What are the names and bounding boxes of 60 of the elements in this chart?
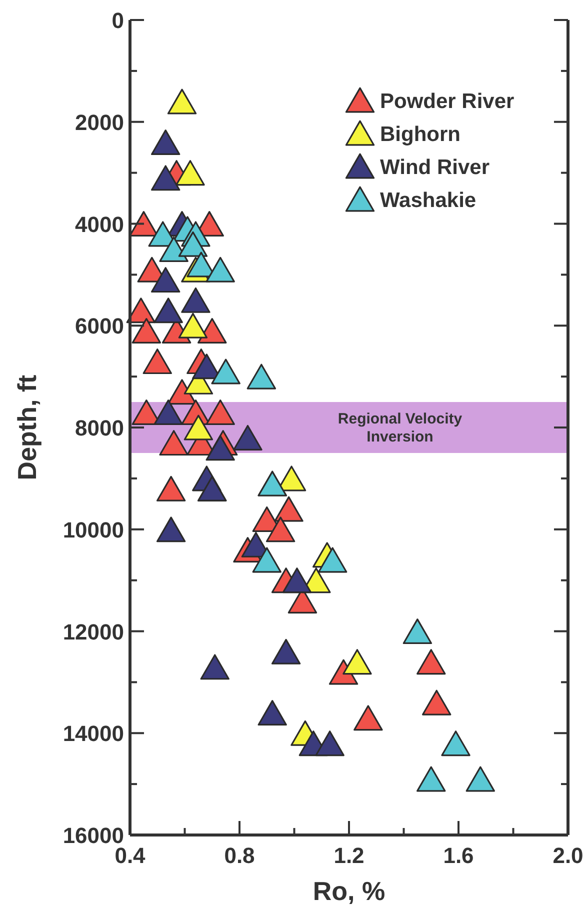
point: [150, 165, 180, 191]
point: [159, 430, 188, 456]
point: [154, 399, 183, 425]
point: [206, 435, 235, 461]
point: [271, 638, 301, 664]
point: [150, 267, 180, 293]
y-tick-label: 6000: [75, 314, 124, 339]
point: [198, 318, 227, 344]
point: [416, 766, 446, 792]
point: [258, 700, 287, 726]
point: [246, 364, 276, 390]
point: [441, 730, 470, 756]
x-tick-label: 2.0: [552, 843, 583, 868]
point: [402, 618, 432, 644]
point: [142, 348, 172, 374]
y-tick-label: 4000: [75, 212, 124, 237]
x-tick-label: 0.8: [224, 843, 255, 868]
point: [178, 312, 208, 338]
x-tick-label: 1.6: [443, 843, 474, 868]
y-tick-label: 0: [112, 8, 124, 33]
y-tick-label: 8000: [75, 416, 124, 440]
point: [354, 705, 383, 731]
y-tick-label: 10000: [62, 517, 124, 542]
legend-label: Powder River: [380, 90, 514, 113]
point: [176, 160, 205, 186]
point: [274, 496, 304, 522]
point: [266, 516, 296, 542]
point: [156, 516, 186, 542]
point: [252, 547, 282, 573]
point: [200, 654, 230, 680]
x-tick-label: 1.2: [334, 843, 364, 868]
legend-label: Wind River: [380, 156, 490, 179]
legend-label: Washakie: [380, 189, 476, 212]
point: [154, 298, 183, 324]
x-axis-title: Ro, %: [312, 876, 386, 906]
point: [159, 236, 188, 262]
point: [184, 414, 214, 440]
y-tick-label: 12000: [62, 619, 124, 644]
y-axis-title: Depth, ft: [12, 374, 42, 480]
point: [466, 766, 496, 792]
point: [211, 358, 240, 384]
point: [181, 287, 210, 313]
point: [282, 568, 312, 594]
legend-label: Bighorn: [380, 123, 460, 146]
band-label: Regional Velocity Inversion: [338, 410, 463, 446]
point: [416, 649, 446, 675]
point: [342, 649, 372, 675]
point: [167, 88, 197, 114]
y-tick-label: 2000: [75, 110, 124, 135]
point: [315, 730, 344, 756]
point: [233, 424, 262, 450]
point: [206, 399, 235, 425]
point: [132, 318, 162, 344]
point: [422, 690, 452, 716]
point: [318, 547, 348, 573]
point: [206, 256, 235, 282]
point: [150, 130, 180, 156]
y-tick-label: 14000: [62, 721, 124, 746]
point: [156, 476, 186, 502]
point: [178, 231, 208, 257]
